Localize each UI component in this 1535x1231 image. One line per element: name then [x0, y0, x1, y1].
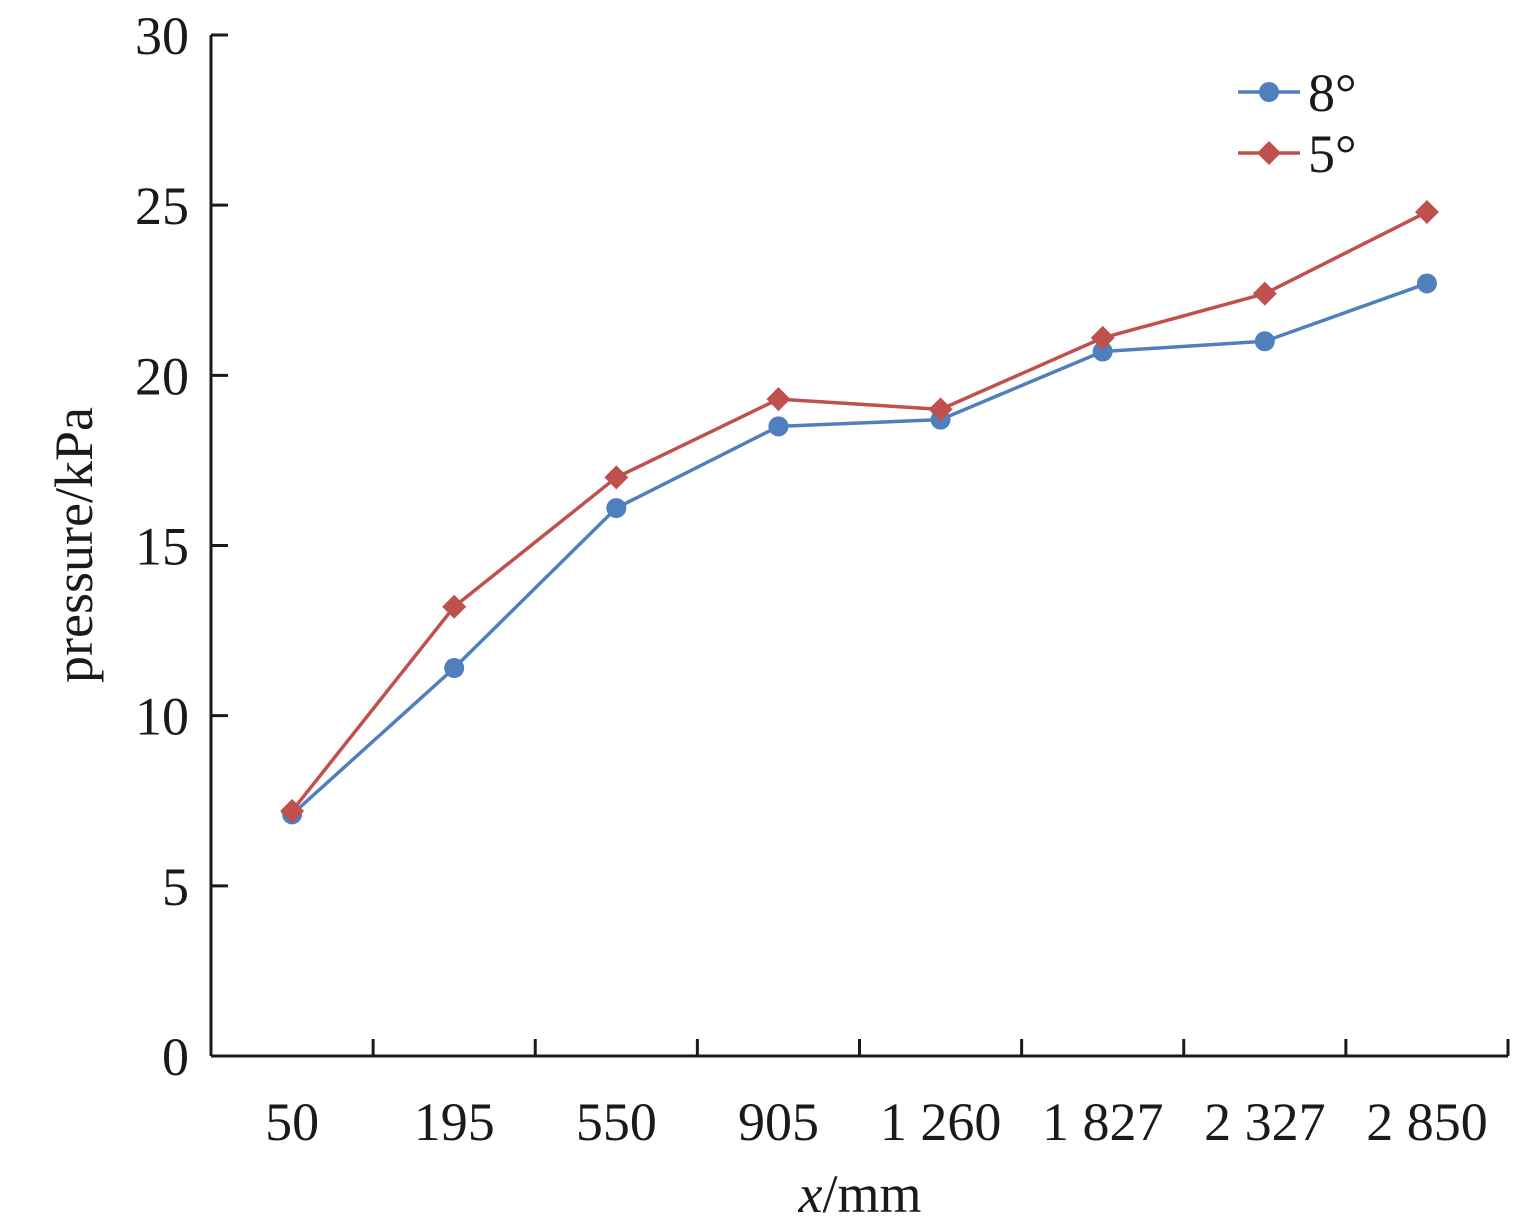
legend-label: 8°	[1308, 63, 1357, 123]
data-point	[444, 658, 465, 679]
y-tick-label: 0	[162, 1027, 189, 1087]
y-tick-label: 25	[135, 176, 189, 236]
data-point	[766, 387, 791, 412]
data-point	[928, 397, 953, 422]
data-point	[1254, 331, 1275, 352]
legend-item: 8°	[1238, 63, 1357, 123]
data-point	[1252, 281, 1277, 306]
data-point	[280, 798, 305, 823]
x-tick-label: 1 260	[880, 1092, 1002, 1152]
legend-marker	[1257, 141, 1281, 165]
data-point	[1414, 199, 1439, 224]
series-1	[282, 273, 1437, 825]
data-point	[1092, 341, 1113, 362]
y-axis-title: pressure/kPa	[44, 407, 104, 683]
data-point	[1090, 325, 1115, 350]
data-point	[606, 498, 627, 519]
y-tick-label: 5	[162, 857, 189, 917]
x-axis-title-unit: /mm	[822, 1164, 921, 1224]
legend-marker	[1259, 82, 1279, 102]
series-line	[290, 281, 1428, 816]
data-point	[768, 416, 789, 437]
legend: 8°5°	[1238, 63, 1357, 184]
data-point	[604, 465, 629, 490]
y-tick-label: 10	[135, 687, 189, 747]
data-point	[442, 594, 467, 619]
y-tick-label: 15	[135, 517, 189, 577]
data-point	[1416, 273, 1437, 294]
y-axis: 0 5 10 15 20 25 30	[135, 6, 228, 1087]
y-tick-label: 20	[135, 346, 189, 406]
series-layer	[280, 199, 1439, 825]
x-tick-label: 550	[576, 1092, 657, 1152]
legend-label: 5°	[1308, 124, 1357, 184]
x-axis-title-variable: x	[798, 1164, 823, 1224]
x-tick-label: 50	[265, 1092, 319, 1152]
series-2	[280, 199, 1439, 823]
x-tick-label: 1 827	[1042, 1092, 1164, 1152]
y-tick-label: 30	[135, 6, 189, 66]
x-tick-label: 2 327	[1204, 1092, 1326, 1152]
x-tick-label: 2 850	[1366, 1092, 1488, 1152]
series-line	[290, 210, 1428, 813]
x-axis: 50 195 550 905 1 260 1 827 2 327 2 850	[209, 1039, 1510, 1152]
legend-item: 5°	[1238, 124, 1357, 184]
x-axis-title: x/mm	[798, 1164, 922, 1224]
x-tick-label: 905	[738, 1092, 819, 1152]
x-tick-label: 195	[414, 1092, 495, 1152]
